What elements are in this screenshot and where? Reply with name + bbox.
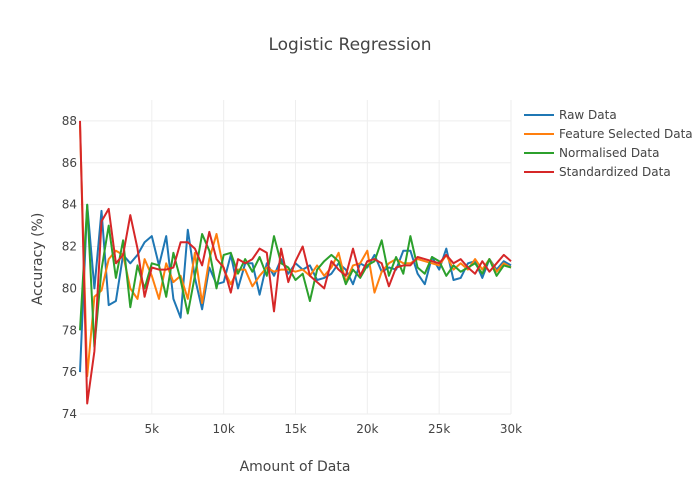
legend-label: Standardized Data: [559, 165, 671, 179]
x-tick-label: 10k: [213, 422, 235, 436]
legend-label: Raw Data: [559, 108, 617, 122]
legend-item-standardized-data[interactable]: Standardized Data: [524, 165, 671, 179]
series-line-feature-selected-data: [79, 125, 512, 378]
y-tick-label: 86: [62, 156, 77, 170]
x-tick-label: 25k: [428, 422, 450, 436]
y-tick-label: 76: [62, 365, 77, 379]
legend-item-normalised-data[interactable]: Normalised Data: [524, 146, 659, 160]
y-tick-label: 78: [62, 323, 77, 337]
x-axis-title: Amount of Data: [240, 459, 351, 475]
y-tick-label: 88: [62, 114, 77, 128]
series-line-normalised-data: [79, 203, 512, 348]
x-tick-label: 30k: [500, 422, 522, 436]
x-tick-label: 5k: [145, 422, 160, 436]
y-axis-title: Accuracy (%): [30, 213, 46, 306]
legend-item-feature-selected-data[interactable]: Feature Selected Data: [524, 127, 693, 141]
x-axis-ticks: 5k 10k 15k 20k 25k 30k: [145, 422, 523, 436]
y-tick-label: 82: [62, 240, 77, 254]
y-axis-ticks: 74 76 78 80 82 84 86 88: [62, 114, 77, 421]
y-tick-label: 74: [62, 407, 77, 421]
y-tick-label: 80: [62, 281, 77, 295]
x-tick-label: 15k: [284, 422, 306, 436]
chart-title: Logistic Regression: [268, 35, 431, 55]
y-tick-label: 84: [62, 198, 77, 212]
x-tick-label: 20k: [356, 422, 378, 436]
legend[interactable]: Raw Data Feature Selected Data Normalised …: [524, 108, 693, 179]
legend-label: Normalised Data: [559, 146, 659, 160]
series-line-standardized-data: [79, 120, 512, 405]
legend-label: Feature Selected Data: [559, 127, 693, 141]
series-lines: [79, 120, 512, 405]
legend-item-raw-data[interactable]: Raw Data: [524, 108, 617, 122]
